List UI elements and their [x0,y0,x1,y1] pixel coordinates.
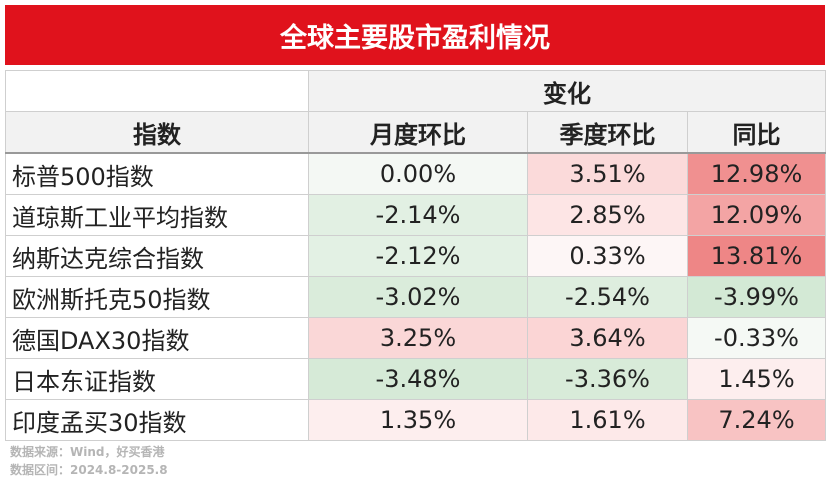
index-name: 德国DAX30指数 [5,317,309,359]
change-cell: -2.12% [308,235,528,277]
footer: 数据来源：Wind，好买香港 数据区间：2024.8-2025.8 [10,443,168,479]
table-body: 标普500指数 0.00% 3.51% 12.98% 道琼斯工业平均指数 -2.14% 2.… [5,152,827,441]
index-name: 日本东证指数 [5,358,309,400]
change-cell: -3.99% [686,276,827,318]
change-cell: -2.54% [527,276,688,318]
footer-line: 数据来源：Wind，好买香港 [10,445,165,459]
change-cell: 3.64% [527,317,688,359]
change-cell: 1.61% [527,399,688,441]
index-name: 标普500指数 [5,152,309,195]
change-cell: -3.48% [308,358,528,400]
group-header: 变化 [307,70,827,112]
title-bar: 全球主要股市盈利情况 [5,5,825,65]
change-cell: 2.85% [527,194,688,236]
column-header: 指数 [5,111,309,154]
group-header-row: 变化 [5,70,827,112]
change-cell: 1.45% [686,358,827,400]
column-header: 月度环比 [308,111,528,154]
change-cell: 12.09% [686,194,827,236]
change-cell: 3.25% [308,317,528,359]
table-row: 日本东证指数 -3.48% -3.36% 1.45% [5,358,827,400]
header-blank [5,70,309,112]
index-name: 纳斯达克综合指数 [5,235,309,277]
change-cell: 0.33% [527,235,688,277]
change-cell: -3.36% [527,358,688,400]
table-row: 印度孟买30指数 1.35% 1.61% 7.24% [5,399,827,441]
change-cell: 12.98% [686,152,827,195]
index-name: 印度孟买30指数 [5,399,309,441]
table-row: 欧洲斯托克50指数 -3.02% -2.54% -3.99% [5,276,827,318]
footer-line: 数据区间：2024.8-2025.8 [10,463,168,477]
change-cell: 7.24% [686,399,827,441]
change-cell: -2.14% [308,194,528,236]
index-name: 欧洲斯托克50指数 [5,276,309,318]
change-cell: 3.51% [527,152,688,195]
table-row: 纳斯达克综合指数 -2.12% 0.33% 13.81% [5,235,827,277]
table-row: 标普500指数 0.00% 3.51% 12.98% [5,152,827,195]
change-cell: 0.00% [308,152,528,195]
change-cell: -0.33% [686,317,827,359]
header-row: 指数 月度环比 季度环比 同比 [5,111,827,154]
change-cell: 1.35% [308,399,528,441]
change-cell: 13.81% [686,235,827,277]
table-row: 道琼斯工业平均指数 -2.14% 2.85% 12.09% [5,194,827,236]
data-table: 变化 指数 月度环比 季度环比 同比 标普500指数 0.00% 3.51% 12.98% 道… [5,70,827,441]
change-cell: -3.02% [308,276,528,318]
column-header: 同比 [686,111,827,154]
table-row: 德国DAX30指数 3.25% 3.64% -0.33% [5,317,827,359]
index-name: 道琼斯工业平均指数 [5,194,309,236]
column-header: 季度环比 [527,111,688,154]
